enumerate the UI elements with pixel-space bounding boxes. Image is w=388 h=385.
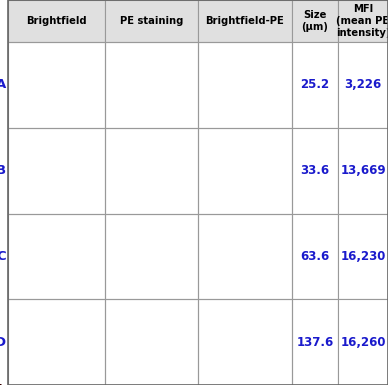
Bar	[8, 42, 105, 128]
Text: 16,230: 16,230	[340, 250, 386, 263]
Text: MFI
(mean PE
intensity): MFI (mean PE intensity)	[336, 4, 388, 38]
Bar	[292, 299, 338, 385]
Bar	[292, 214, 338, 299]
Bar	[105, 214, 198, 299]
Bar	[338, 0, 388, 42]
Text: C: C	[0, 250, 6, 263]
Text: 137.6: 137.6	[296, 336, 334, 349]
Bar	[8, 299, 105, 385]
Text: 3,226: 3,226	[345, 79, 382, 91]
Bar	[105, 42, 198, 128]
Bar	[105, 299, 198, 385]
Text: A: A	[0, 79, 6, 91]
Bar	[105, 128, 198, 214]
Text: Size
(μm): Size (μm)	[301, 10, 328, 32]
Bar	[8, 214, 105, 299]
Text: 63.6: 63.6	[300, 250, 330, 263]
Text: B: B	[0, 164, 6, 177]
Bar	[198, 42, 292, 128]
Bar	[292, 42, 338, 128]
Bar	[292, 0, 338, 42]
Bar	[105, 0, 198, 42]
Bar	[198, 128, 292, 214]
Text: 25.2: 25.2	[300, 79, 329, 91]
Bar	[198, 214, 292, 299]
Bar	[292, 128, 338, 214]
Text: 16,260: 16,260	[340, 336, 386, 349]
Bar	[338, 42, 388, 128]
Bar	[198, 0, 292, 42]
Text: 13,669: 13,669	[340, 164, 386, 177]
Bar	[198, 299, 292, 385]
Text: Brightfield-PE: Brightfield-PE	[206, 16, 284, 26]
Bar	[338, 214, 388, 299]
Text: 33.6: 33.6	[300, 164, 329, 177]
Bar	[8, 0, 105, 42]
Bar	[8, 128, 105, 214]
Text: D: D	[0, 336, 6, 349]
Bar	[338, 128, 388, 214]
Text: Brightfield: Brightfield	[26, 16, 87, 26]
Bar	[338, 299, 388, 385]
Text: PE staining: PE staining	[120, 16, 183, 26]
